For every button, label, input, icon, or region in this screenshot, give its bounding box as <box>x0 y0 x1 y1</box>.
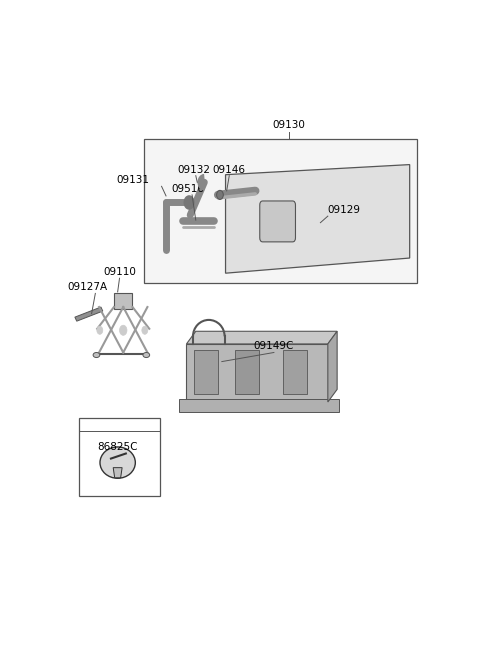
Text: 09129: 09129 <box>328 205 361 215</box>
Circle shape <box>97 326 103 335</box>
Text: 09110: 09110 <box>103 267 136 277</box>
Ellipse shape <box>216 190 223 199</box>
Text: 09132: 09132 <box>178 165 210 174</box>
Text: 86825C: 86825C <box>97 442 138 453</box>
Bar <box>283 350 307 394</box>
Bar <box>194 350 218 394</box>
Text: 09149C: 09149C <box>254 342 294 352</box>
Ellipse shape <box>100 447 135 478</box>
Polygon shape <box>328 331 337 402</box>
Polygon shape <box>113 468 122 478</box>
Bar <box>144 139 417 283</box>
Polygon shape <box>75 307 103 321</box>
Circle shape <box>142 326 148 335</box>
Bar <box>79 418 160 497</box>
Circle shape <box>120 325 127 335</box>
Polygon shape <box>226 165 410 273</box>
Text: 09131: 09131 <box>116 174 149 185</box>
Text: 09127A: 09127A <box>68 282 108 292</box>
Ellipse shape <box>143 352 150 358</box>
Bar <box>179 400 339 412</box>
Ellipse shape <box>93 352 100 358</box>
Bar <box>114 293 132 308</box>
Text: 09516: 09516 <box>172 184 205 194</box>
Text: 09130: 09130 <box>272 120 305 131</box>
FancyBboxPatch shape <box>260 201 296 242</box>
Circle shape <box>184 196 194 209</box>
Bar <box>186 344 328 402</box>
Polygon shape <box>186 331 337 344</box>
Text: 09146: 09146 <box>213 165 246 174</box>
Bar <box>235 350 259 394</box>
